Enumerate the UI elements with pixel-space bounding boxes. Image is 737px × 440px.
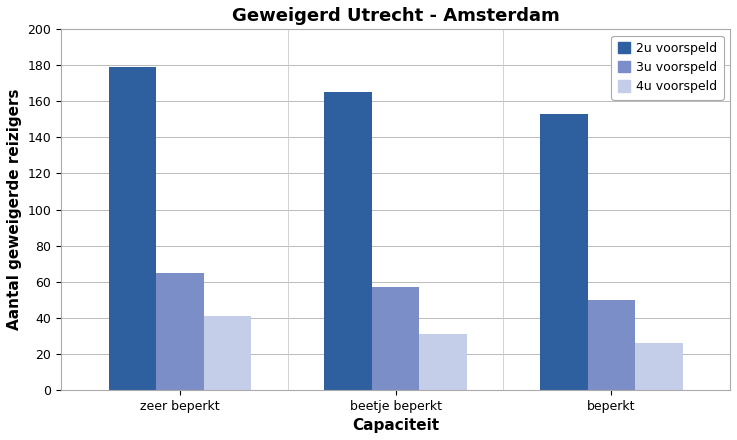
X-axis label: Capaciteit: Capaciteit (352, 418, 439, 433)
Bar (372, 287, 419, 390)
Title: Geweigerd Utrecht - Amsterdam: Geweigerd Utrecht - Amsterdam (231, 7, 559, 25)
Bar (587, 300, 635, 390)
Bar (540, 114, 587, 390)
Bar (419, 334, 467, 390)
Bar (203, 316, 251, 390)
Y-axis label: Aantal geweigerde reizigers: Aantal geweigerde reizigers (7, 89, 22, 330)
Bar (635, 343, 682, 390)
Bar (156, 273, 203, 390)
Bar (324, 92, 372, 390)
Bar (108, 67, 156, 390)
Legend: 2u voorspeld, 3u voorspeld, 4u voorspeld: 2u voorspeld, 3u voorspeld, 4u voorspeld (612, 36, 724, 99)
